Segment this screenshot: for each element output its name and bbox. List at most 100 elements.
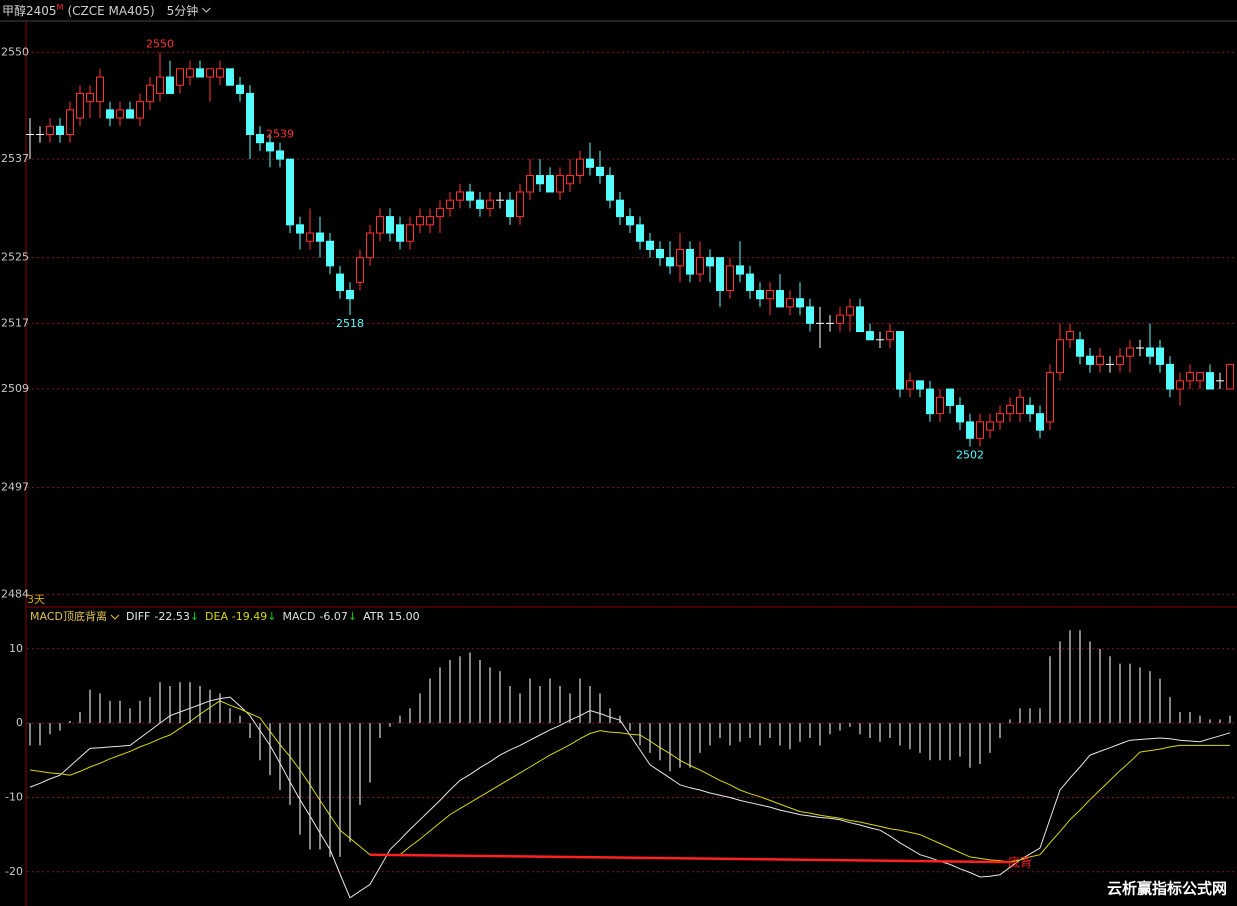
candle-body xyxy=(646,240,654,250)
indicator-readout: DEA -19.49↓ xyxy=(205,610,276,623)
candle-body xyxy=(976,421,984,439)
candle-body xyxy=(676,248,684,267)
readout-name: MACD xyxy=(282,610,315,623)
low-label: 2502 xyxy=(956,449,984,462)
candle-body xyxy=(436,207,444,218)
candle-body xyxy=(306,232,314,242)
candle-body xyxy=(596,166,604,177)
candle-body xyxy=(476,199,484,209)
candle-body xyxy=(1176,380,1184,390)
y-tick-label: 2484 xyxy=(1,587,29,600)
candle-body xyxy=(586,158,594,168)
candle-body xyxy=(146,84,154,103)
candle-body xyxy=(916,380,924,390)
diff-line xyxy=(29,696,1231,899)
candle-body xyxy=(1126,347,1134,357)
candle-body xyxy=(1056,339,1064,374)
candle-body xyxy=(866,331,874,341)
candle-body xyxy=(236,84,244,94)
candle-body xyxy=(1186,372,1194,382)
candle-body xyxy=(936,396,944,415)
readout-trend: ↓ xyxy=(348,610,357,623)
candle-body xyxy=(726,265,734,292)
high-label: 2550 xyxy=(146,37,174,50)
candle-body xyxy=(766,290,774,300)
y-tick-label: 2537 xyxy=(1,152,29,165)
y-tick-label: -20 xyxy=(5,865,23,878)
candle-body xyxy=(446,199,454,209)
candle-body xyxy=(686,248,694,275)
candle-body xyxy=(466,191,474,201)
candle-body xyxy=(656,248,664,259)
candle-body xyxy=(456,191,464,201)
candle-body xyxy=(616,199,624,218)
readout-value: -22.53 xyxy=(154,610,189,623)
candle-body xyxy=(636,224,644,242)
candle-body xyxy=(166,76,174,94)
candle-body xyxy=(556,175,564,193)
candle-body xyxy=(1206,372,1214,390)
period[interactable]: 5分钟 xyxy=(167,3,199,18)
candle-body xyxy=(186,68,194,78)
readout-value: -19.49 xyxy=(232,610,267,623)
candle-body xyxy=(226,68,234,86)
readout-trend: ↓ xyxy=(190,610,199,623)
candle-body xyxy=(386,216,394,234)
y-tick-label: 2550 xyxy=(1,45,29,58)
candle-body xyxy=(406,224,414,242)
header: 甲醇2405M (CZCE MA405) 5分钟 xyxy=(2,3,198,18)
candle-body xyxy=(946,388,954,406)
candle-body xyxy=(806,306,814,324)
candle-body xyxy=(1156,347,1164,365)
y-tick-label: 2525 xyxy=(1,251,29,264)
candle-body xyxy=(666,257,674,267)
candle-body xyxy=(76,92,84,119)
candle-body xyxy=(216,68,224,78)
candle-body xyxy=(516,191,524,218)
candle-body xyxy=(506,199,514,218)
candle-body xyxy=(1066,331,1074,341)
y-tick-label: 2509 xyxy=(1,382,29,395)
candle-body xyxy=(336,273,344,292)
candle-body xyxy=(1026,404,1034,415)
indicator-title[interactable]: MACD顶底背离 xyxy=(30,609,107,623)
candle-body xyxy=(96,76,104,103)
instrument-code[interactable]: (CZCE MA405) xyxy=(67,4,154,18)
candle-body xyxy=(316,232,324,242)
readout-trend: ↓ xyxy=(267,610,276,623)
indicator-dropdown xyxy=(110,614,120,620)
candle-body xyxy=(136,101,144,119)
candle-body xyxy=(856,306,864,333)
candle-body xyxy=(736,265,744,275)
candle-body xyxy=(356,257,364,283)
candle-body xyxy=(56,125,64,135)
dea-line xyxy=(29,700,1230,863)
candle-body xyxy=(966,421,974,439)
y-tick-label: -10 xyxy=(5,790,23,803)
candle-body xyxy=(776,290,784,308)
candle-body xyxy=(986,421,994,431)
candle-body xyxy=(536,175,544,185)
instrument-mark: M xyxy=(57,3,64,12)
indicator-readout: ATR 15.00 xyxy=(363,610,420,623)
indicator-readout: DIFF -22.53↓ xyxy=(126,610,199,623)
candle-body xyxy=(1226,363,1234,390)
candle-body xyxy=(326,240,334,267)
candle-body xyxy=(786,298,794,308)
candle-body xyxy=(256,133,264,144)
candle-body xyxy=(846,306,854,316)
candle-body xyxy=(176,68,184,86)
candle-body xyxy=(66,109,74,135)
candle-body xyxy=(46,125,54,135)
y-tick-label: 10 xyxy=(9,642,23,655)
candle-body xyxy=(836,314,844,324)
candle-body xyxy=(576,158,584,177)
candle-body xyxy=(796,298,804,308)
watermark: 云析赢指标公式网 xyxy=(1107,880,1227,898)
candle-body xyxy=(346,290,354,300)
candle-body xyxy=(1196,372,1204,382)
candle-body xyxy=(566,175,574,185)
low-label: 2518 xyxy=(336,317,364,330)
